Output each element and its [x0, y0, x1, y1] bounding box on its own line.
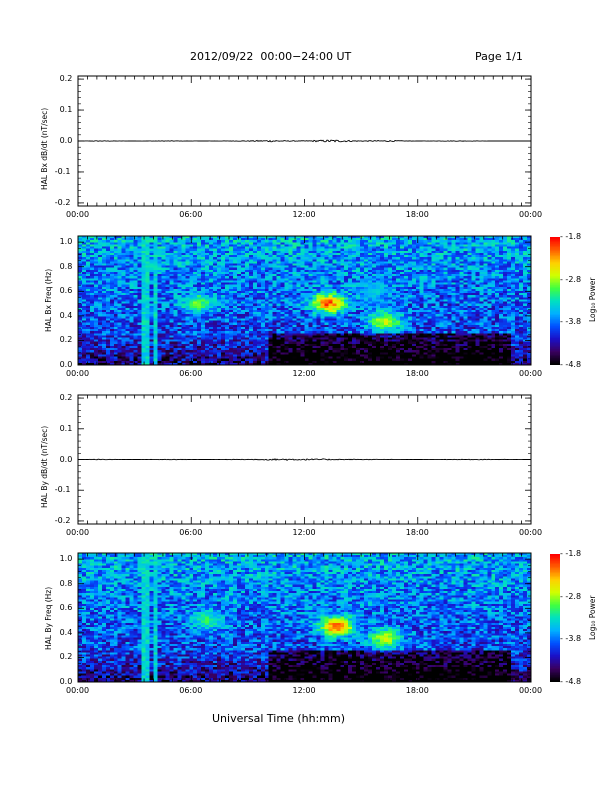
y-tick-label: -0.1	[54, 485, 71, 495]
by-spectrogram-image	[78, 553, 531, 682]
by-spectrogram-ylabel: HAL By Freq (Hz)	[44, 586, 53, 650]
x-tick-label: 06:00	[179, 369, 203, 378]
y-tick-label: 0.4	[59, 627, 73, 637]
x-tick-label: 18:00	[405, 686, 429, 695]
y-tick-label: -0.2	[54, 515, 71, 525]
y-tick-label: 0.4	[59, 310, 73, 320]
plot-title: 2012/09/22 00:00−24:00 UT	[190, 50, 352, 63]
bx-colorbar-title: Log₁₀ Power	[588, 277, 597, 322]
y-tick-label: 0.8	[59, 578, 73, 588]
y-tick-label: 0.0	[59, 360, 73, 369]
x-tick-label: 12:00	[292, 686, 316, 695]
x-tick-label: 06:00	[179, 528, 203, 537]
y-tick-label: 0.2	[59, 335, 73, 345]
y-tick-label: 0.0	[59, 454, 73, 464]
colorbar-tick-label: - -1.8	[560, 232, 582, 241]
x-tick-label: 12:00	[292, 210, 316, 219]
colorbar-tick-label: - -3.8	[560, 634, 582, 644]
y-tick-label: 0.6	[59, 603, 73, 613]
y-tick-label: 0.2	[59, 652, 73, 662]
x-tick-label: 00:00	[519, 528, 543, 537]
x-tick-label: 18:00	[405, 369, 429, 378]
x-tick-label: 18:00	[405, 528, 429, 537]
by-colorbar	[550, 554, 560, 682]
x-tick-label: 00:00	[519, 210, 543, 219]
colorbar-tick-label: - -2.8	[560, 591, 582, 601]
bx-spectrogram-image	[78, 236, 531, 365]
y-tick-label: 0.0	[59, 677, 73, 686]
y-tick-label: -0.1	[54, 166, 71, 176]
p2-frame	[77, 394, 532, 525]
series-line	[77, 139, 531, 143]
y-tick-label: -0.2	[54, 197, 71, 207]
y-tick-label: 0.2	[59, 393, 73, 403]
x-tick-label: 18:00	[405, 210, 429, 219]
x-tick-label: 00:00	[519, 369, 543, 378]
x-tick-label: 06:00	[179, 210, 203, 219]
x-axis-title: Universal Time (hh:mm)	[212, 712, 345, 725]
y-tick-label: 0.0	[59, 136, 73, 145]
by-colorbar-title: Log₁₀ Power	[588, 595, 597, 640]
colorbar-tick-label: - -4.8	[560, 677, 582, 686]
bx-dbdt-ylabel: HAL Bx dB/dt (nT/sec)	[40, 107, 49, 190]
y-tick-label: 1.0	[59, 237, 73, 247]
x-tick-label: 12:00	[292, 528, 316, 537]
colorbar-tick-label: - -4.8	[560, 360, 582, 369]
y-tick-label: 1.0	[59, 554, 73, 564]
x-tick-label: 06:00	[179, 686, 203, 695]
bx-spectrogram-ylabel: HAL Bx Freq (Hz)	[44, 268, 53, 332]
colorbar-tick-label: - -2.8	[560, 274, 582, 284]
colorbar-tick-label: - -1.8	[560, 549, 582, 558]
by-dbdt-ylabel: HAL By dB/dt (nT/sec)	[40, 425, 49, 508]
y-tick-label: 0.1	[59, 423, 73, 433]
series-line	[77, 458, 531, 461]
colorbar-tick-label: - -3.8	[560, 317, 582, 327]
y-tick-label: 0.8	[59, 261, 73, 271]
y-tick-label: 0.6	[59, 286, 73, 296]
y-tick-label: 0.1	[59, 105, 73, 115]
x-tick-label: 00:00	[66, 528, 90, 537]
x-tick-label: 00:00	[66, 369, 90, 378]
y-tick-label: 0.2	[59, 74, 73, 84]
p0-frame	[77, 75, 532, 207]
x-tick-label: 00:00	[519, 686, 543, 695]
x-tick-label: 00:00	[66, 210, 90, 219]
x-tick-label: 00:00	[66, 686, 90, 695]
x-tick-label: 12:00	[292, 369, 316, 378]
bx-colorbar	[550, 237, 560, 365]
page-number: Page 1/1	[475, 50, 523, 63]
